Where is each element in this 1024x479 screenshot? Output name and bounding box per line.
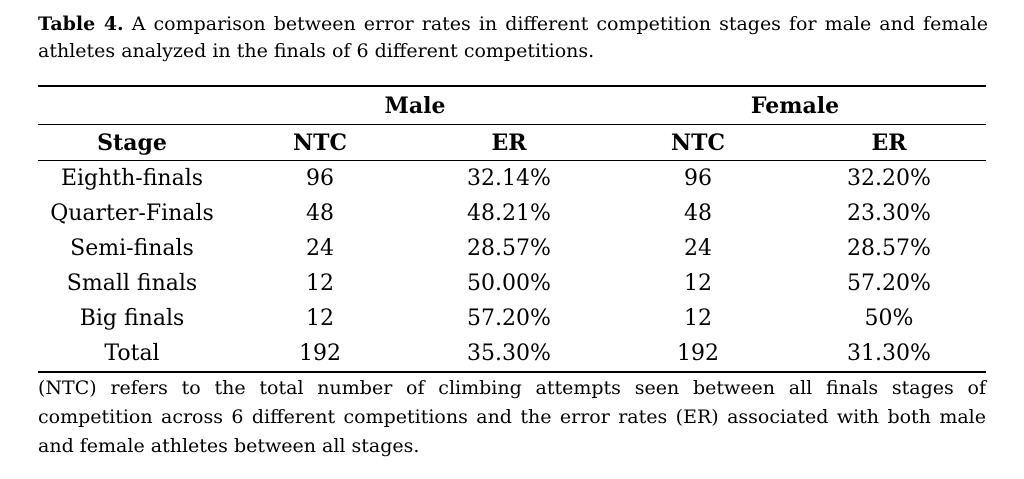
table-cell: 48 [306,201,334,226]
table-row: Semi-finals 24 28.57% 24 28.57% [38,231,986,266]
table-cell: Quarter-Finals [50,201,214,226]
table-cell: Big finals [79,306,185,331]
table-row: Total 192 35.30% 192 31.30% [38,336,986,373]
group-header-male: Male [226,85,604,125]
table-cell: 96 [684,166,712,191]
table-cell: 192 [226,336,414,373]
table-cell: 12 [306,306,334,331]
table-cell: 12 [684,306,712,331]
table-row: Eighth-finals 96 32.14% 96 32.20% [38,161,986,197]
group-header-row: Male Female [38,85,986,125]
column-header-row: Stage NTC ER NTC ER [38,124,986,161]
table-cell: 57.20% [467,306,551,331]
table-cell: 31.30% [792,336,986,373]
table-cell: 48.21% [467,201,551,226]
column-header-stage: Stage [38,124,226,161]
caption-text: A comparison between error rates in diff… [38,13,988,62]
table-cell: 23.30% [847,201,931,226]
table-cell: Small finals [66,271,198,296]
table-cell: 32.14% [467,166,551,191]
table-cell: 192 [604,336,792,373]
table-cell: 50.00% [467,271,551,296]
table-cell: 96 [306,166,334,191]
table-row: Quarter-Finals 48 48.21% 48 23.30% [38,196,986,231]
table-cell: 35.30% [414,336,604,373]
table-footnote: (NTC) refers to the total number of clim… [38,377,986,457]
table-cell: 28.57% [467,236,551,261]
table-cell: 32.20% [847,166,931,191]
table-cell: Semi-finals [70,236,194,261]
column-header-female-er: ER [792,124,986,161]
column-header-female-ntc: NTC [604,124,792,161]
table-label: Table 4. [38,13,124,35]
table-cell: 28.57% [847,236,931,261]
table-cell: 48 [684,201,712,226]
results-table: Male Female Stage NTC ER NTC ER Eighth-f… [38,85,986,373]
table-cell: 24 [306,236,334,261]
table-cell: 50% [864,306,914,331]
table-row: Small finals 12 50.00% 12 57.20% [38,266,986,301]
column-header-male-ntc: NTC [226,124,414,161]
table-cell: 12 [306,271,334,296]
group-header-female: Female [604,85,986,125]
column-header-male-er: ER [414,124,604,161]
table-cell: Eighth-finals [60,166,204,191]
group-header-empty [38,85,226,125]
table-cell: Total [38,336,226,373]
table-cell: 57.20% [847,271,931,296]
results-table-container: Male Female Stage NTC ER NTC ER Eighth-f… [38,85,986,373]
table-caption: Table 4. A comparison between error rate… [38,11,988,65]
table-cell: 24 [684,236,712,261]
table-row: Big finals 12 57.20% 12 50% [38,301,986,336]
table-cell: 12 [684,271,712,296]
